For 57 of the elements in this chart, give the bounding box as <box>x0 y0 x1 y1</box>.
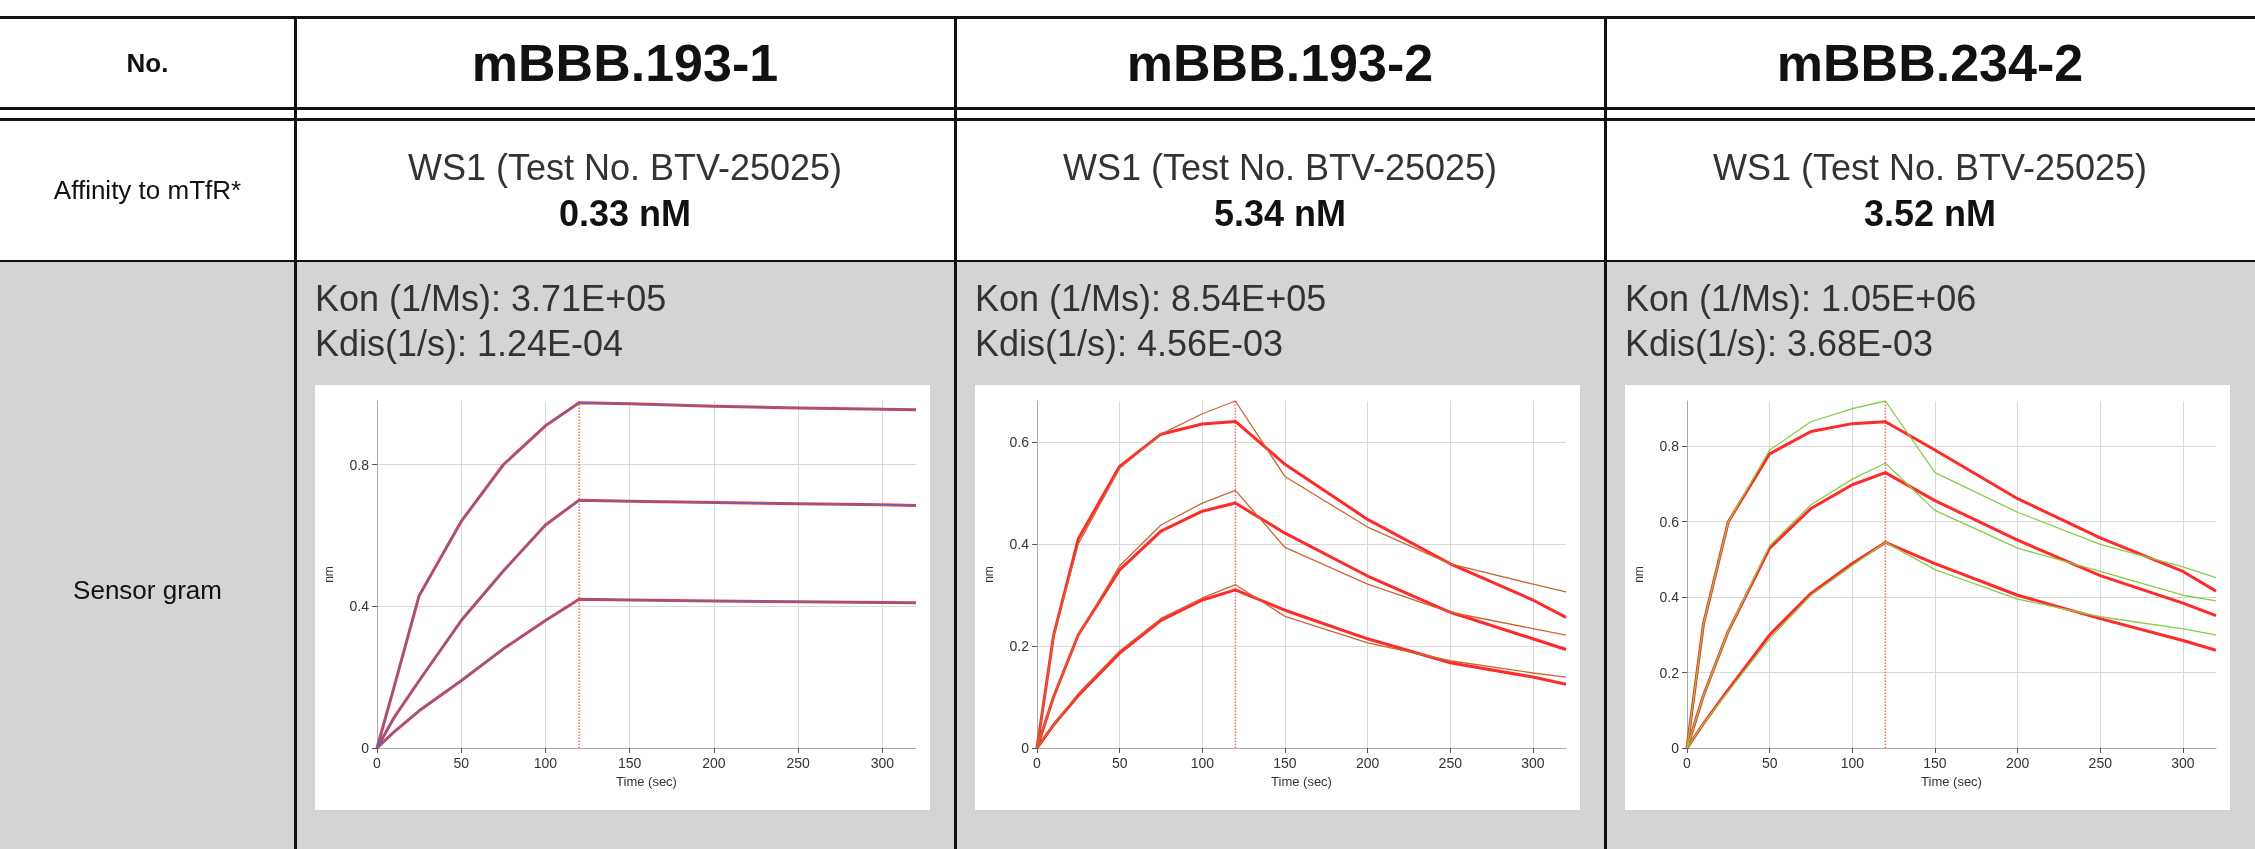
text: Kdis(1/s): 1.24E-04 <box>315 322 625 366</box>
y-tick-label: 0.4 <box>1659 589 1680 606</box>
text: Affinity to mTfR* <box>52 173 243 207</box>
x-axis-title: Time (sec) <box>1921 773 1982 789</box>
y-axis-title: nm <box>1632 566 1646 583</box>
x-tick-label: 150 <box>1273 755 1297 771</box>
x-axis-title: Time (sec) <box>1271 773 1332 789</box>
text: Kon (1/Ms): 8.54E+05 <box>975 277 1327 321</box>
x-tick-label: 150 <box>617 755 642 771</box>
chart-subtitle: WS1 (Test No. BTV-25025) <box>1062 146 1498 189</box>
text: Kon (1/Ms): 3.71E+05 <box>315 277 667 321</box>
y-tick-label: 0 <box>361 740 370 756</box>
y-tick-label: 0.2 <box>1659 664 1680 681</box>
x-axis-title: Time (sec) <box>616 773 677 789</box>
y-axis-title: nm <box>982 566 996 583</box>
y-tick-label: 0.2 <box>1009 637 1030 654</box>
x-tick-label: 200 <box>1355 755 1380 771</box>
text: 5.34 nM <box>1213 192 1347 235</box>
chart-subtitle: WS1 (Test No. BTV-25025) <box>1712 146 2148 189</box>
x-tick-label: 250 <box>786 755 810 771</box>
text: Kdis(1/s): 3.68E-03 <box>1625 322 1935 366</box>
x-tick-label: 200 <box>702 755 726 771</box>
x-tick-label: 100 <box>533 755 558 771</box>
x-tick-label: 0 <box>1033 755 1042 771</box>
x-tick-label: 0 <box>1683 755 1692 771</box>
x-tick-label: 200 <box>2005 755 2030 771</box>
y-tick-label: 0 <box>1021 740 1030 756</box>
x-tick-label: 50 <box>1111 755 1128 771</box>
y-tick-label: 0.4 <box>349 598 370 615</box>
x-tick-label: 250 <box>2088 755 2113 771</box>
y-tick-label: 0.6 <box>1009 433 1030 450</box>
chart-subtitle: WS1 (Test No. BTV-25025) <box>407 146 843 189</box>
text: No. <box>126 47 169 79</box>
text: 3.52 nM <box>1863 192 1997 235</box>
y-tick-label: 0.4 <box>1009 535 1030 552</box>
y-tick-label: 0.8 <box>349 456 370 473</box>
x-tick-label: 300 <box>2171 755 2195 771</box>
x-tick-label: 0 <box>373 755 382 771</box>
x-tick-label: 50 <box>1761 755 1778 771</box>
x-tick-label: 300 <box>870 755 895 771</box>
text: Kon (1/Ms): 1.05E+06 <box>1625 277 1977 321</box>
x-tick-label: 250 <box>1438 755 1463 771</box>
x-tick-label: 50 <box>453 755 470 771</box>
text: 0.33 nM <box>558 192 692 235</box>
y-tick-label: 0 <box>1671 740 1680 756</box>
text: Kdis(1/s): 4.56E-03 <box>975 322 1285 366</box>
chart-title: mBBB.193-1 <box>471 33 779 93</box>
y-tick-label: 0.8 <box>1659 438 1680 455</box>
chart-title: mBBB.234-2 <box>1776 33 2084 93</box>
x-tick-label: 300 <box>1521 755 1545 771</box>
chart-title: mBBB.193-2 <box>1126 33 1434 93</box>
y-tick-label: 0.6 <box>1659 513 1680 530</box>
x-tick-label: 100 <box>1840 755 1865 771</box>
y-axis-title: nm <box>322 566 336 583</box>
x-tick-label: 150 <box>1923 755 1947 771</box>
x-tick-label: 100 <box>1190 755 1215 771</box>
text: Sensor gram <box>72 573 223 607</box>
